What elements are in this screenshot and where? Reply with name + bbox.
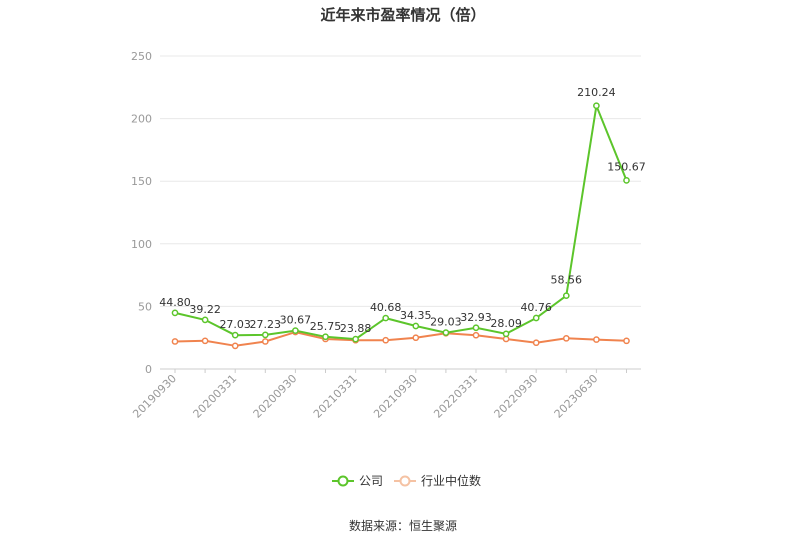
legend-marker <box>337 475 349 487</box>
data-label: 30.67 <box>280 314 312 327</box>
data-point <box>261 338 269 345</box>
data-point <box>261 331 269 339</box>
source-note: 数据来源：恒生聚源 <box>349 518 457 533</box>
data-label: 25.75 <box>310 320 342 333</box>
y-axis: 0 50 100 150 200 250 <box>131 50 152 376</box>
y-tick-label: 100 <box>131 238 152 251</box>
grid-lines <box>160 55 641 370</box>
data-label: 210.24 <box>577 86 616 99</box>
data-label: 39.22 <box>189 303 221 316</box>
data-point <box>502 330 510 338</box>
data-point <box>623 177 630 184</box>
series-line-0 <box>174 102 628 341</box>
x-tick-label: 20200331 <box>191 372 240 421</box>
data-label: 34.35 <box>400 309 432 322</box>
legend-marker <box>399 475 411 487</box>
data-point <box>623 337 630 345</box>
x-tick-label: 20190930 <box>130 372 179 421</box>
data-label: 44.80 <box>159 296 191 309</box>
data-point <box>412 322 420 330</box>
series-points <box>171 102 630 350</box>
series-line-1 <box>174 331 627 347</box>
series-lines <box>174 102 628 347</box>
data-point <box>231 342 239 350</box>
x-axis: 20190930 20200331 20200930 20210331 20210930… <box>130 369 627 421</box>
y-tick-label: 150 <box>131 175 152 188</box>
data-point <box>562 292 570 300</box>
data-label: 40.76 <box>520 301 552 314</box>
data-point <box>442 329 450 337</box>
legend-label[interactable]: 公司 <box>359 474 383 488</box>
data-label: 28.09 <box>490 317 522 330</box>
data-point <box>382 314 390 322</box>
data-point <box>382 336 390 344</box>
data-point <box>171 309 179 317</box>
data-point <box>472 324 480 332</box>
data-label: 27.23 <box>250 318 282 331</box>
data-point <box>322 333 329 341</box>
data-point <box>201 337 209 345</box>
data-point <box>201 316 209 324</box>
x-tick-label: 20220930 <box>492 372 541 421</box>
data-label: 29.03 <box>430 316 462 329</box>
x-tick-label: 20200930 <box>251 372 300 421</box>
x-tick-label: 20210331 <box>311 372 360 421</box>
chart-title: 近年来市盈率情况（倍） <box>320 6 485 24</box>
data-point <box>292 327 299 334</box>
data-point <box>562 334 570 342</box>
data-label: 23.88 <box>340 322 372 335</box>
data-point <box>231 331 239 339</box>
x-tick-label: 20210930 <box>371 372 420 421</box>
y-tick-label: 250 <box>131 50 152 63</box>
data-point <box>593 102 600 110</box>
data-point <box>593 336 600 343</box>
data-label: 27.03 <box>219 318 251 331</box>
legend: 公司 行业中位数 <box>332 473 481 488</box>
data-point <box>532 314 540 322</box>
data-point <box>472 331 480 339</box>
data-point <box>171 338 179 345</box>
y-tick-label: 200 <box>131 113 152 126</box>
data-label: 40.68 <box>370 301 402 314</box>
data-point <box>532 339 540 347</box>
y-tick-label: 50 <box>138 300 152 313</box>
y-tick-label: 0 <box>145 363 152 376</box>
data-label: 32.93 <box>460 311 492 324</box>
x-tick-label: 20220331 <box>431 372 480 421</box>
data-point <box>412 334 420 342</box>
data-label: 150.67 <box>607 160 646 173</box>
data-point <box>352 335 359 343</box>
data-label: 58.56 <box>551 274 583 287</box>
legend-label[interactable]: 行业中位数 <box>421 473 481 488</box>
x-tick-label: 20230630 <box>552 372 601 421</box>
